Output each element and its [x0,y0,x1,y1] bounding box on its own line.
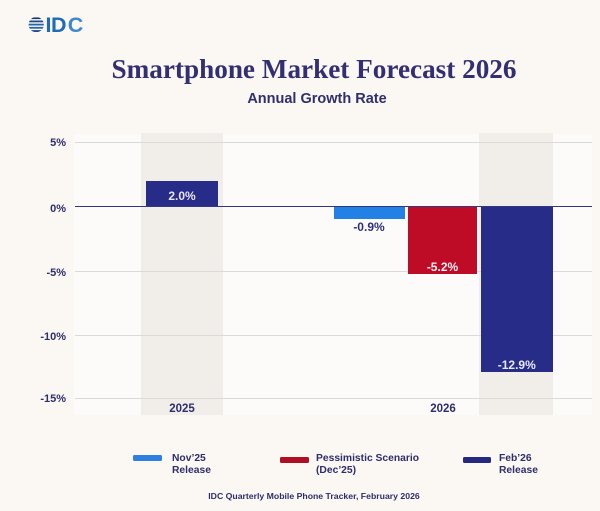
svg-text:C: C [68,13,84,35]
svg-text:ID: ID [46,13,67,35]
